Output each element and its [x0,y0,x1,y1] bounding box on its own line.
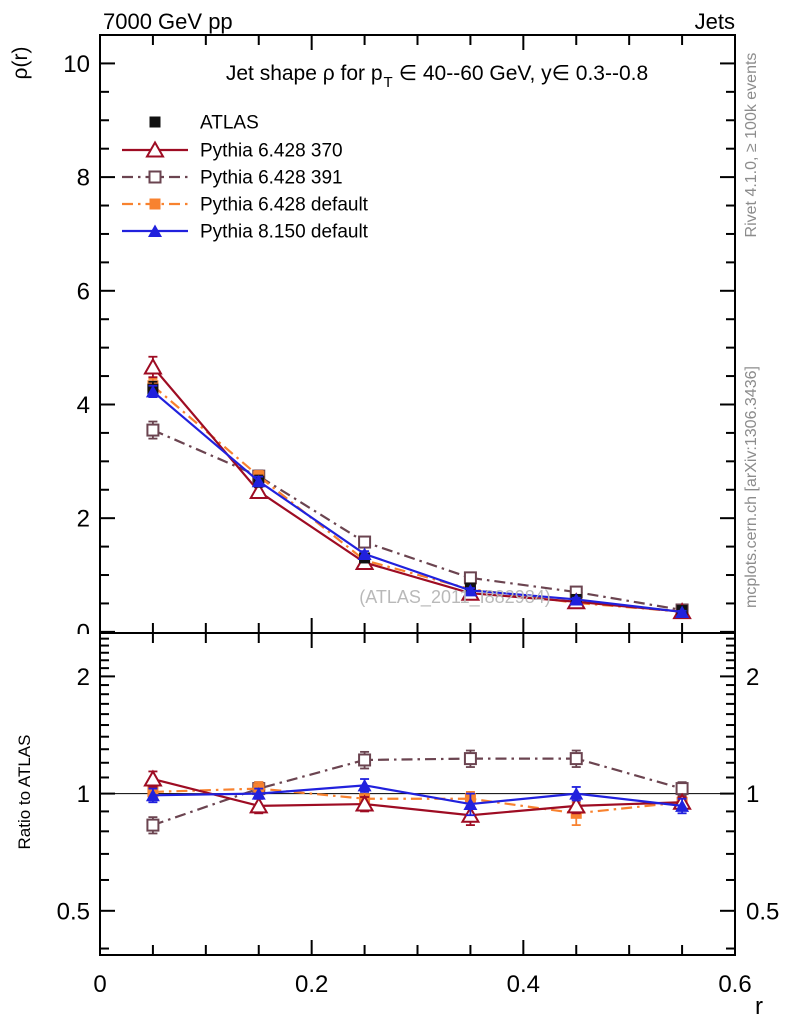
legend-item-pythia6-391: Pythia 6.428 391 [122,168,343,189]
ratio-tick-label-left: 1 [77,781,90,808]
legend-marker-pythia6-391 [122,170,188,184]
axis-tick-labels: 0 0.2 0.4 0.6 0 2 4 6 8 10 0.5 0.5 1 1 2 2 [57,51,780,998]
data-marker [675,782,689,796]
data-marker [357,778,372,792]
data-marker [143,769,163,787]
legend-label-atlas: ATLAS [200,113,259,134]
legend: ATLAS Pythia 6.428 370 Pythia 6.428 391 … [122,113,369,243]
main-panel-frame [99,34,736,634]
data-marker [149,116,161,128]
y-tick-label: 4 [77,392,90,419]
series-pythia-8-150-default-ratio [145,778,690,817]
mcplots-reference-note: mcplots.cern.ch [arXiv:1306.3436] [743,366,760,608]
rivet-version-note: Rivet 4.1.0, ≥ 100k events [743,53,760,238]
legend-marker-pythia8-default [122,224,188,237]
data-marker [146,423,160,437]
data-marker [569,592,584,606]
data-marker [251,474,266,488]
analysis-id-watermark: (ATLAS_2011_I882984) [359,587,550,608]
data-marker [145,140,165,158]
series-pythia-6-428-default-main [147,378,688,618]
legend-item-pythia6-370: Pythia 6.428 370 [122,140,343,162]
data-marker [358,753,372,767]
y-axis-label-rho: ρ(r) [9,47,32,80]
x-tick-label: 0.4 [507,971,540,998]
y-tick-label: 0 [77,619,90,646]
legend-item-pythia8-default: Pythia 8.150 default [122,222,369,243]
data-marker [569,787,584,800]
legend-label-pythia6-default: Pythia 6.428 default [200,195,369,216]
x-tick-label: 0.2 [295,971,328,998]
data-marker [354,794,375,812]
chart-area: 0 0.2 0.4 0.6 0 2 4 6 8 10 0.5 0.5 1 1 2 2 [57,34,780,998]
data-marker [148,170,162,184]
data-marker [146,818,160,832]
data-marker [249,481,269,499]
plot-title-subscript: T [384,74,393,91]
legend-item-pythia6-default: Pythia 6.428 default [122,195,369,216]
ratio-tick-label-left: 0.5 [57,898,90,925]
data-marker [251,787,266,800]
plot-title-rest: ∈ 40--60 GeV, y∈ 0.3--0.8 [399,62,648,85]
data-marker [143,357,163,375]
data-marker [463,752,477,766]
data-marker [148,224,162,237]
data-marker [145,788,160,802]
legend-marker-pythia6-default [122,198,188,210]
series-pythia-6-428-391-ratio [146,749,689,835]
jets-label: Jets [695,9,735,34]
series-pythia-8-150-default-main [145,384,690,618]
legend-label-pythia6-370: Pythia 6.428 370 [200,141,343,162]
y-tick-label: 10 [63,51,90,78]
series-pythia-6-428-370-main [143,355,692,620]
y-axis-label-ratio: Ratio to ATLAS [15,735,34,850]
data-marker [463,797,478,811]
data-marker [149,198,161,210]
plot-title-main: Jet shape ρ for p [226,62,383,85]
ratio-tick-label-left: 2 [77,664,90,691]
y-tick-label: 8 [77,165,90,192]
legend-marker-atlas [149,116,161,128]
series-atlas-main [147,380,688,617]
plot-title: Jet shape ρ for pT ∈ 40--60 GeV, y∈ 0.3--… [226,62,648,91]
ratio-panel-frame [99,632,736,956]
data-marker [566,796,586,814]
data-marker [675,605,690,618]
legend-item-atlas: ATLAS [149,113,259,134]
data-marker [675,799,690,812]
ratio-tick-label-right: 0.5 [746,898,779,925]
data-marker [569,752,583,766]
y-tick-label: 6 [77,278,90,305]
series-pythia-6-428-default-ratio [147,781,688,827]
x-tick-label: 0.6 [718,971,751,998]
data-marker [249,796,269,814]
data-marker [463,571,477,585]
main-y-tick-labels: 0 2 4 6 8 10 [63,51,90,646]
axis-ticks [99,36,736,954]
beam-energy-label: 7000 GeV pp [103,9,233,34]
data-marker [358,535,372,549]
legend-marker-pythia6-370 [122,140,188,158]
data-marker [357,547,372,560]
data-marker [463,583,478,597]
data-marker [145,384,160,398]
ratio-tick-label-right: 2 [746,664,759,691]
ratio-tick-label-right: 1 [746,781,759,808]
legend-label-pythia6-391: Pythia 6.428 391 [200,168,343,189]
x-tick-label: 0 [93,971,106,998]
y-tick-label: 2 [77,506,90,533]
legend-label-pythia8-default: Pythia 8.150 default [200,222,369,243]
x-axis-label-r: r [755,993,763,1020]
